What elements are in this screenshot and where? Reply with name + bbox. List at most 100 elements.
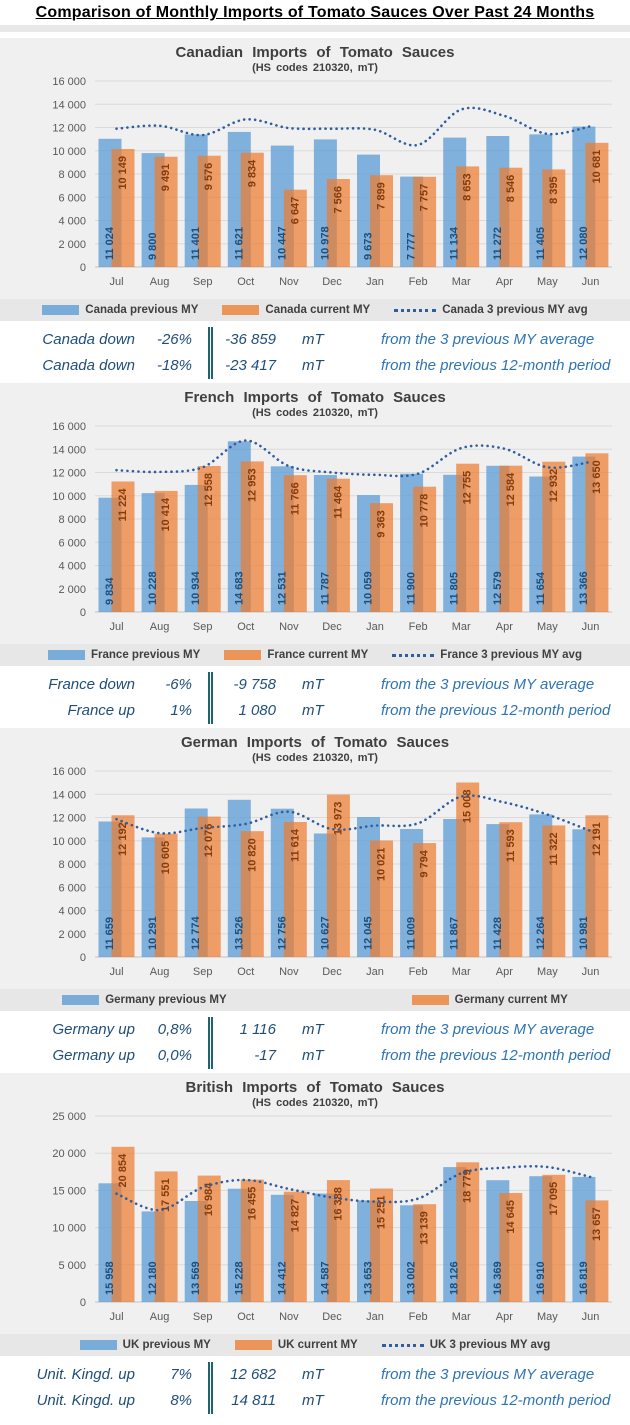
svg-text:11 614: 11 614 [289, 828, 301, 862]
svg-text:Feb: Feb [409, 276, 428, 288]
svg-text:10 000: 10 000 [52, 836, 86, 848]
canada-chart-plot: 0 2 000 4 000 6 000 8 000 10 000 12 000 14 000 1… [52, 76, 612, 288]
stat-row: Canada down -18% -23 417 mT from the previou… [0, 353, 630, 379]
uk-chart-section: British Imports of Tomato Sauces (HS cod… [0, 1073, 630, 1356]
svg-text:12 584: 12 584 [505, 472, 517, 507]
stat-description: from the previous 12-month period [381, 1392, 611, 1409]
svg-text:Aug: Aug [150, 276, 170, 288]
svg-text:6 000: 6 000 [58, 192, 86, 204]
svg-text:8 000: 8 000 [58, 169, 86, 181]
svg-text:11 024: 11 024 [104, 226, 116, 260]
stat-value: -17 [208, 1043, 288, 1069]
legend-label: UK previous MY [122, 1339, 211, 1351]
svg-text:12 076: 12 076 [203, 824, 215, 858]
svg-text:11 621: 11 621 [233, 227, 245, 260]
svg-text:0: 0 [80, 607, 86, 619]
svg-text:16 000: 16 000 [52, 766, 86, 778]
svg-text:7 777: 7 777 [406, 232, 418, 260]
svg-text:Mar: Mar [452, 1311, 471, 1323]
svg-text:11 787: 11 787 [319, 572, 331, 605]
uk-stats-table: Unit. Kingd. up 7% 12 682 mT from the 3 prev… [0, 1356, 630, 1418]
svg-text:11 272: 11 272 [492, 227, 504, 260]
legend-bar-swatch [48, 650, 86, 660]
svg-text:5 000: 5 000 [58, 1260, 86, 1272]
svg-text:6 647: 6 647 [289, 197, 301, 225]
svg-text:Jun: Jun [582, 966, 600, 978]
svg-text:13 139: 13 139 [419, 1211, 431, 1245]
stat-row: Unit. Kingd. up 7% 12 682 mT from the 3 prev… [0, 1362, 630, 1388]
legend-dotted-line-swatch [381, 1343, 424, 1347]
svg-text:Jun: Jun [582, 621, 600, 633]
svg-text:12 756: 12 756 [276, 916, 288, 950]
svg-text:2 000: 2 000 [58, 584, 86, 596]
legend-label: France current MY [267, 649, 369, 661]
svg-text:Oct: Oct [237, 966, 254, 978]
svg-text:11 134: 11 134 [449, 226, 461, 260]
svg-text:10 291: 10 291 [147, 916, 159, 950]
legend-label: UK current MY [277, 1339, 358, 1351]
svg-text:12 045: 12 045 [363, 916, 375, 950]
chart-subtitle: (HS codes 210320, mT) [252, 752, 378, 764]
legend-bar-swatch [234, 1340, 272, 1350]
svg-text:10 059: 10 059 [363, 571, 375, 605]
svg-text:10 681: 10 681 [591, 150, 603, 184]
svg-text:7 899: 7 899 [376, 182, 388, 210]
svg-text:15 228: 15 228 [233, 1261, 245, 1295]
svg-text:10 627: 10 627 [319, 916, 331, 950]
header-divider-strip [0, 25, 630, 32]
stat-spacer [192, 1043, 208, 1069]
svg-text:Jul: Jul [109, 621, 123, 633]
svg-text:Jul: Jul [109, 966, 123, 978]
svg-text:6 000: 6 000 [58, 882, 86, 894]
svg-text:11 900: 11 900 [406, 572, 418, 605]
svg-text:11 322: 11 322 [548, 832, 560, 865]
svg-text:Aug: Aug [150, 966, 170, 978]
stat-percent: 1% [170, 702, 192, 719]
legend-item: Canada current MY [222, 304, 370, 316]
chart-title: French Imports of Tomato Sauces [184, 389, 446, 406]
svg-text:10 228: 10 228 [147, 571, 159, 605]
canada-stats-table: Canada down -26% -36 859 mT from the 3 previ… [0, 321, 630, 383]
stat-spacer [192, 672, 208, 698]
svg-text:13 650: 13 650 [591, 460, 603, 494]
stat-row: France down -6% -9 758 mT from the 3 previou… [0, 672, 630, 698]
svg-text:Apr: Apr [496, 621, 513, 633]
legend-label: France previous MY [91, 649, 201, 661]
svg-text:12 080: 12 080 [578, 226, 590, 260]
stat-value: 14 811 [208, 1388, 288, 1414]
stat-percent: 0,8% [157, 1021, 192, 1038]
svg-text:13 526: 13 526 [233, 916, 245, 950]
stat-value: -9 758 [208, 672, 288, 698]
svg-text:14 683: 14 683 [233, 571, 245, 605]
svg-text:8 000: 8 000 [58, 859, 86, 871]
svg-text:12 953: 12 953 [246, 468, 258, 502]
svg-text:May: May [537, 966, 558, 978]
france-chart-legend: France previous MY France current MY Franc… [0, 644, 630, 666]
svg-text:4 000: 4 000 [58, 216, 86, 228]
svg-text:12 000: 12 000 [52, 123, 86, 135]
legend-label: UK 3 previous MY avg [429, 1339, 551, 1351]
svg-text:12 192: 12 192 [117, 822, 129, 856]
stat-spacer [192, 698, 208, 724]
svg-text:Sep: Sep [193, 966, 213, 978]
svg-text:13 366: 13 366 [578, 571, 590, 605]
svg-text:25 000: 25 000 [52, 1111, 86, 1123]
svg-text:7 757: 7 757 [419, 184, 431, 212]
uk-chart-plot: 0 5 000 10 000 15 000 20 000 25 000 15 958 20 8… [52, 1111, 612, 1323]
svg-text:May: May [537, 276, 558, 288]
stat-unit: mT [302, 1392, 324, 1409]
svg-text:Sep: Sep [193, 621, 213, 633]
svg-text:16 910: 16 910 [535, 1261, 547, 1295]
svg-text:14 827: 14 827 [289, 1199, 301, 1233]
legend-item: UK 3 previous MY avg [381, 1339, 551, 1351]
svg-text:Apr: Apr [496, 966, 513, 978]
page-header: Comparison of Monthly Imports of Tomato … [0, 0, 630, 22]
stat-description: from the previous 12-month period [381, 357, 611, 374]
stat-value: 1 080 [208, 698, 288, 724]
svg-text:Jan: Jan [366, 1311, 384, 1323]
stat-description: from the previous 12-month period [381, 702, 611, 719]
svg-text:16 819: 16 819 [578, 1261, 590, 1295]
svg-text:11 654: 11 654 [535, 571, 547, 605]
stat-country-direction: Canada down [42, 357, 135, 374]
svg-text:11 224: 11 224 [117, 488, 129, 522]
